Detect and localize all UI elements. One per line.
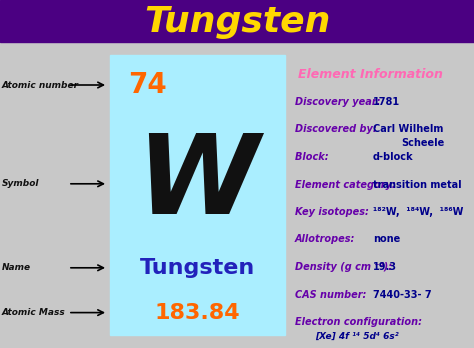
Text: ¹⁸²W,  ¹⁸⁴W,  ¹⁸⁶W: ¹⁸²W, ¹⁸⁴W, ¹⁸⁶W <box>373 207 464 217</box>
Bar <box>110 55 285 335</box>
Text: 74: 74 <box>128 71 167 99</box>
Text: none: none <box>373 235 400 245</box>
Text: Carl Wilhelm: Carl Wilhelm <box>373 125 443 134</box>
Text: Symbol: Symbol <box>2 179 39 188</box>
Text: Key isotopes:: Key isotopes: <box>295 207 372 217</box>
Text: Element category:: Element category: <box>295 180 399 190</box>
Text: Density (g cm ⁻³):: Density (g cm ⁻³): <box>295 262 395 272</box>
Text: Atomic number: Atomic number <box>2 80 79 89</box>
Text: Electron configuration:: Electron configuration: <box>295 317 422 327</box>
Text: Tungsten: Tungsten <box>140 258 255 278</box>
Bar <box>0 0 474 42</box>
Text: [Xe] 4f ¹⁴ 5d⁴ 6s²: [Xe] 4f ¹⁴ 5d⁴ 6s² <box>315 332 399 340</box>
Text: 19.3: 19.3 <box>373 262 397 272</box>
Text: 1781: 1781 <box>373 97 400 107</box>
Text: Name: Name <box>2 263 31 272</box>
Text: Discovery year:: Discovery year: <box>295 97 384 107</box>
Text: Scheele: Scheele <box>401 137 444 148</box>
Text: 183.84: 183.84 <box>155 303 240 323</box>
Text: Discovered by:: Discovered by: <box>295 125 380 134</box>
Text: W: W <box>136 130 259 237</box>
Text: Block:: Block: <box>295 152 332 162</box>
Text: Element Information: Element Information <box>298 69 442 81</box>
Text: Atomic Mass: Atomic Mass <box>2 308 66 317</box>
Text: d-block: d-block <box>373 152 414 162</box>
Text: 7440-33- 7: 7440-33- 7 <box>373 290 432 300</box>
Text: Tungsten: Tungsten <box>144 5 330 39</box>
Text: transition metal: transition metal <box>373 180 462 190</box>
Text: Allotropes:: Allotropes: <box>295 235 359 245</box>
Text: CAS number:: CAS number: <box>295 290 370 300</box>
